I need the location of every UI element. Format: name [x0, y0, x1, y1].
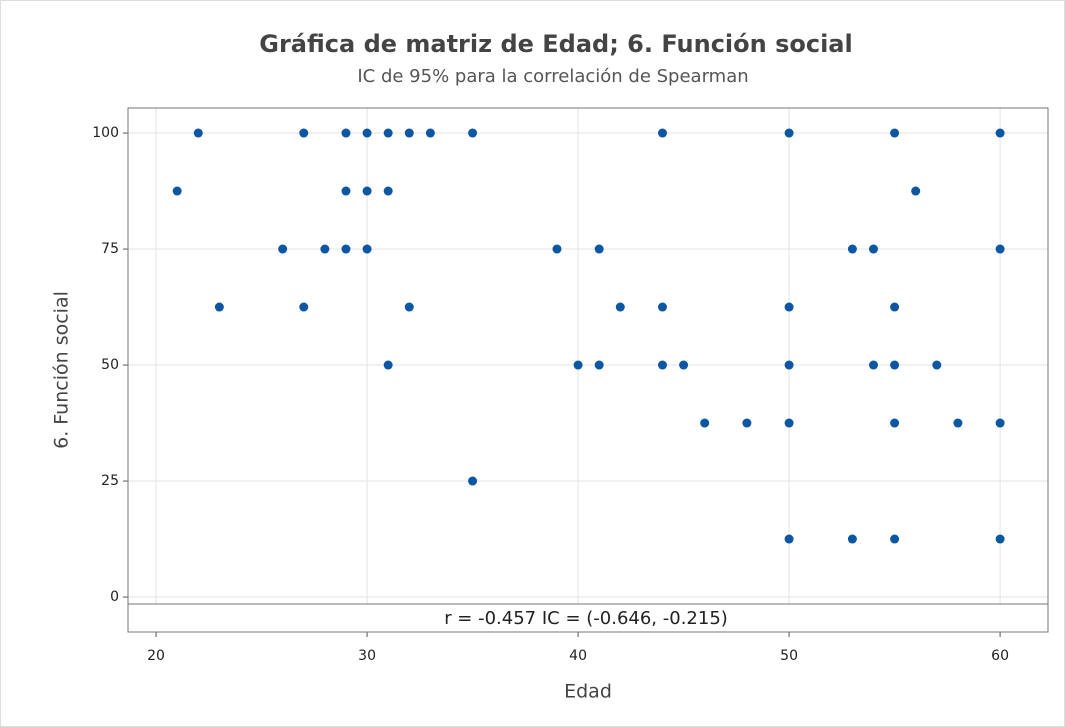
point [995, 534, 1005, 544]
point [468, 476, 478, 486]
x-tick-label: 30 [358, 648, 376, 664]
point [573, 360, 583, 370]
point [995, 418, 1005, 428]
point [362, 186, 372, 196]
y-tick-label: 0 [110, 589, 119, 605]
y-axis-label: 6. Función social [51, 291, 73, 449]
point [911, 186, 921, 196]
point [341, 186, 351, 196]
point [890, 302, 900, 312]
point [995, 244, 1005, 254]
point [657, 302, 667, 312]
point [615, 302, 625, 312]
point [784, 360, 794, 370]
point [847, 244, 857, 254]
point [995, 128, 1005, 138]
x-tick-label: 60 [991, 648, 1009, 664]
point [847, 534, 857, 544]
x-tick-label: 20 [147, 648, 165, 664]
point [784, 128, 794, 138]
x-axis-label: Edad [564, 681, 612, 703]
y-tick-label: 50 [101, 357, 119, 373]
x-tick-label: 40 [569, 648, 587, 664]
point [404, 302, 414, 312]
point [278, 244, 288, 254]
point [299, 302, 309, 312]
point [742, 418, 752, 428]
point [890, 534, 900, 544]
plot-border [127, 107, 1049, 633]
point [425, 128, 435, 138]
point [657, 128, 667, 138]
point [172, 186, 182, 196]
point [299, 128, 309, 138]
y-tick-label: 25 [101, 473, 119, 489]
point [679, 360, 689, 370]
point [341, 128, 351, 138]
point [868, 244, 878, 254]
point [383, 360, 393, 370]
point [657, 360, 667, 370]
point [383, 186, 393, 196]
point [404, 128, 414, 138]
point [552, 244, 562, 254]
point [890, 360, 900, 370]
point [953, 418, 963, 428]
point [594, 360, 604, 370]
chart-title: Gráfica de matriz de Edad; 6. Función so… [259, 30, 852, 58]
point [890, 128, 900, 138]
chart-subtitle: IC de 95% para la correlación de Spearma… [357, 66, 748, 87]
point [594, 244, 604, 254]
x-tick-label: 50 [780, 648, 798, 664]
point [341, 244, 351, 254]
point [784, 418, 794, 428]
y-tick-label: 75 [101, 241, 119, 257]
point [193, 128, 203, 138]
point [784, 302, 794, 312]
annotation: r = -0.457 IC = (-0.646, -0.215) [444, 608, 728, 629]
point [383, 128, 393, 138]
point [868, 360, 878, 370]
point [784, 534, 794, 544]
point [700, 418, 710, 428]
point [362, 128, 372, 138]
point [932, 360, 942, 370]
point [214, 302, 224, 312]
point [468, 128, 478, 138]
point [890, 418, 900, 428]
point [320, 244, 330, 254]
point [362, 244, 372, 254]
y-tick-label: 100 [92, 125, 119, 141]
